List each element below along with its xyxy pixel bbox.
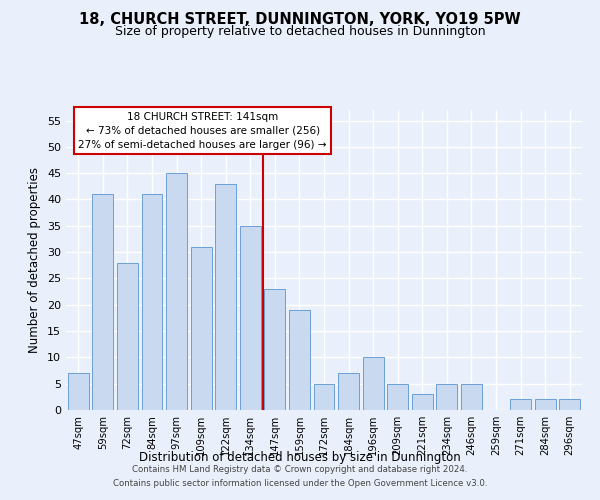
Bar — [510, 400, 531, 410]
Bar — [289, 310, 310, 410]
Bar — [535, 400, 556, 410]
Bar — [191, 247, 212, 410]
Bar — [559, 400, 580, 410]
Bar — [166, 173, 187, 410]
Bar — [362, 358, 383, 410]
Bar — [240, 226, 261, 410]
Bar — [461, 384, 482, 410]
Bar — [117, 262, 138, 410]
Bar — [68, 373, 89, 410]
Bar — [142, 194, 163, 410]
Text: Size of property relative to detached houses in Dunnington: Size of property relative to detached ho… — [115, 25, 485, 38]
Y-axis label: Number of detached properties: Number of detached properties — [28, 167, 41, 353]
Bar — [387, 384, 408, 410]
Bar — [215, 184, 236, 410]
Text: 18 CHURCH STREET: 141sqm
← 73% of detached houses are smaller (256)
27% of semi-: 18 CHURCH STREET: 141sqm ← 73% of detach… — [79, 112, 327, 150]
Bar — [338, 373, 359, 410]
Text: Distribution of detached houses by size in Dunnington: Distribution of detached houses by size … — [139, 451, 461, 464]
Bar — [436, 384, 457, 410]
Text: 18, CHURCH STREET, DUNNINGTON, YORK, YO19 5PW: 18, CHURCH STREET, DUNNINGTON, YORK, YO1… — [79, 12, 521, 28]
Bar — [412, 394, 433, 410]
Bar — [92, 194, 113, 410]
Text: Contains HM Land Registry data © Crown copyright and database right 2024.
Contai: Contains HM Land Registry data © Crown c… — [113, 466, 487, 487]
Bar — [314, 384, 334, 410]
Bar — [265, 289, 286, 410]
